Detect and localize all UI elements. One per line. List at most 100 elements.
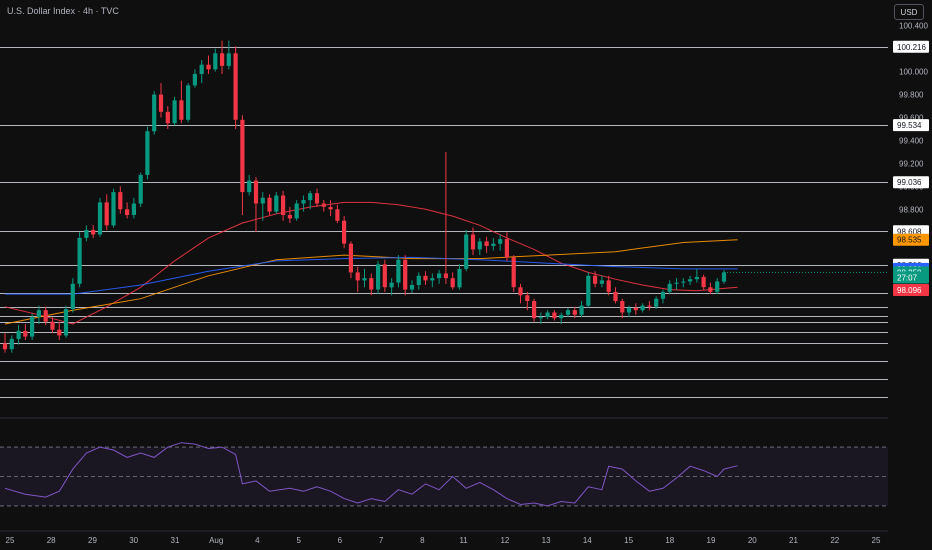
price-badge-label: 99.036 [897,178,922,187]
candle-body [389,282,394,288]
candle-body [660,291,666,299]
candle-body [376,264,381,290]
price-badge [893,119,929,132]
candle-body [321,203,326,207]
time-tick-label: 15 [624,536,633,545]
candle-body [538,317,543,319]
candle-body [220,53,225,66]
candle-body [158,94,164,112]
candle-body [525,295,530,301]
candle-body [91,229,96,235]
candle-body [511,257,516,288]
candle-body [145,131,150,175]
price-badge [893,284,929,296]
candle-body [77,237,82,284]
candle-body [301,200,306,204]
candle-body [443,273,448,279]
time-tick-label: 5 [296,536,301,545]
time-tick-label: 20 [748,536,757,545]
candle-body [552,312,557,319]
candle-body [464,234,469,269]
candle-body [450,278,455,288]
candle-body [348,243,353,273]
candle-body [403,259,408,290]
candle-body [586,275,591,306]
candle-body [308,193,313,201]
candle-body [504,239,509,258]
moving-average-line [4,201,738,325]
candle-body [84,229,89,238]
price-badges: 100.21699.53499.03698.60898.53598.31698.… [893,40,929,296]
time-tick-label: 25 [872,536,881,545]
candle-body [457,268,462,288]
candle-body [131,203,136,215]
candle-body [97,202,103,235]
candle-body [294,203,299,219]
candle-body [179,100,184,120]
candle-body [314,193,320,204]
candle-body [260,197,265,204]
time-tick-label: 13 [542,536,551,545]
chart-title: U.S. Dollar Index · 4h · TVC [7,6,119,16]
candle-body [369,278,374,290]
candle-body [416,275,421,285]
price-tick-label: 99.200 [899,159,924,168]
candle-body [484,241,489,246]
price-badge-label: 100.216 [897,43,926,52]
price-badge [893,176,929,189]
candle-body [335,209,340,221]
price-badge-label: 99.534 [897,121,922,130]
time-tick-label: Aug [209,536,223,545]
candle-body [206,64,211,70]
price-tick-label: 99.800 [899,91,924,100]
candle-body [152,94,157,132]
candle-body [613,291,618,302]
candle-body [721,272,727,282]
candle-body [274,195,279,212]
candle-body [125,209,130,215]
time-tick-label: 29 [88,536,97,545]
time-tick-label: 31 [171,536,180,545]
candle-body [477,241,482,250]
candle-body [491,243,496,246]
moving-average-line [4,239,738,325]
rsi-pane: 80.0060.0040.0020.0057.34 [0,428,925,526]
price-badge-label: 98.608 [897,227,922,236]
candle-body [362,278,367,281]
candle-body [396,259,401,283]
price-tick-label: 99.600 [899,114,924,123]
candle-body [172,100,177,124]
price-tick-label: 98.800 [899,205,924,214]
rsi-line [4,442,738,507]
candle-body [267,197,272,212]
currency-button[interactable]: USD [894,4,924,20]
time-tick-label: 12 [500,536,509,545]
candle-body [606,280,611,292]
candle-body [674,282,679,284]
time-tick-label: 25 [6,536,15,545]
price-badge [893,233,929,246]
candle-body [281,195,286,215]
candle-body [532,301,537,319]
candle-body [287,215,292,219]
candle-body [43,310,48,322]
candle-body [199,64,204,74]
candle-body [247,180,252,193]
time-axis: 25 28 29 30 31 Aug 4 5 6 7 8 11 12 13 14 15 18 19 20 21 22 25 [6,536,881,545]
time-tick-label: 19 [707,536,716,545]
candle-body [70,283,75,309]
candle-body [545,312,550,318]
candle-body [382,264,387,288]
candle-body [423,275,428,281]
candle-body [559,314,564,319]
candle-body [593,275,598,284]
time-tick-label: 21 [789,536,798,545]
candle-body [470,234,476,250]
time-tick-label: 6 [338,536,343,545]
candle-body [626,307,632,313]
candle-body [328,207,333,210]
candle-body [111,192,116,226]
candle-body [565,310,571,315]
